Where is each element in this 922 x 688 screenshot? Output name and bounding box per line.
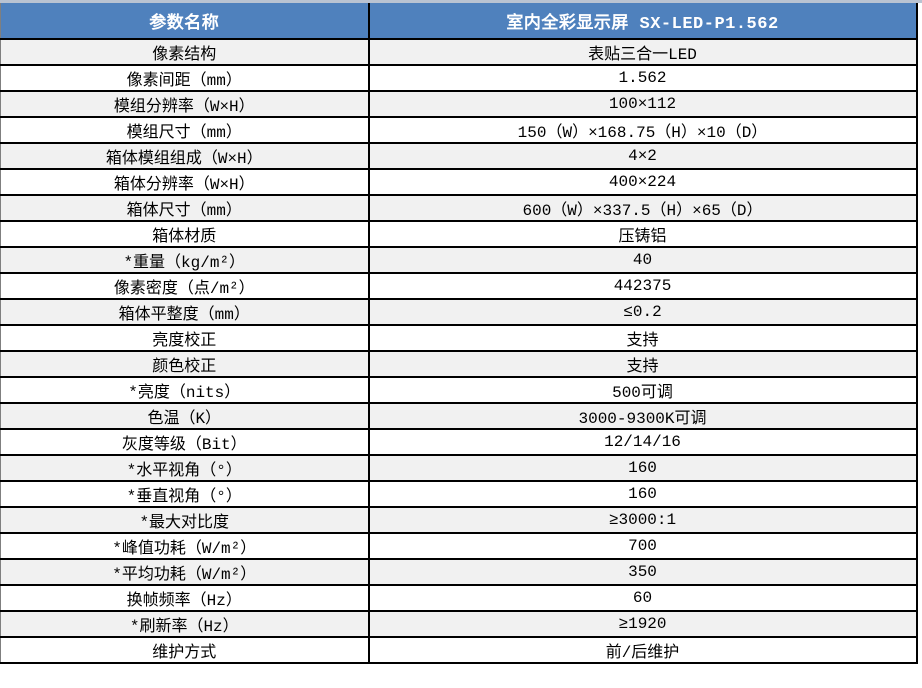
param-value-cell: 150（W）×168.75（H）×10（D） bbox=[367, 116, 918, 144]
table-row: 灰度等级（Bit） 12/14/16 bbox=[0, 428, 918, 456]
param-value-cell: 442375 bbox=[367, 272, 918, 300]
table-row: 像素密度（点/m²） 442375 bbox=[0, 272, 918, 300]
param-value-cell: 12/14/16 bbox=[367, 428, 918, 456]
table-row: *垂直视角（°） 160 bbox=[0, 480, 918, 508]
param-value-cell: 4×2 bbox=[367, 142, 918, 170]
table-row: 箱体尺寸（mm） 600（W）×337.5（H）×65（D） bbox=[0, 194, 918, 222]
table-row: 箱体分辨率（W×H） 400×224 bbox=[0, 168, 918, 196]
param-value-cell: 500可调 bbox=[367, 376, 918, 404]
table-row: *重量（kg/m²） 40 bbox=[0, 246, 918, 274]
param-value-cell: 压铸铝 bbox=[367, 220, 918, 248]
table-row: *平均功耗（W/m²） 350 bbox=[0, 558, 918, 586]
led-spec-table: 参数名称 室内全彩显示屏 SX-LED-P1.562 像素结构 表贴三合一LED 像… bbox=[0, 3, 918, 664]
table-row: 维护方式 前/后维护 bbox=[0, 636, 918, 664]
param-name-cell: 箱体分辨率（W×H） bbox=[0, 168, 370, 196]
param-name-cell: 箱体模组组成（W×H） bbox=[0, 142, 370, 170]
param-name-cell: 像素结构 bbox=[0, 38, 370, 66]
param-value-cell: 40 bbox=[367, 246, 918, 274]
table-row: *峰值功耗（W/m²） 700 bbox=[0, 532, 918, 560]
table-row: 色温（K） 3000-9300K可调 bbox=[0, 402, 918, 430]
table-row: 换帧频率（Hz） 60 bbox=[0, 584, 918, 612]
param-value-cell: 60 bbox=[367, 584, 918, 612]
table-row: 像素间距（mm） 1.562 bbox=[0, 64, 918, 92]
table-row: 亮度校正 支持 bbox=[0, 324, 918, 352]
param-name-cell: 像素密度（点/m²） bbox=[0, 272, 370, 300]
table-top-border bbox=[0, 0, 922, 3]
param-name-cell: 色温（K） bbox=[0, 402, 370, 430]
param-value-cell: 160 bbox=[367, 480, 918, 508]
param-name-header: 参数名称 bbox=[0, 3, 370, 40]
product-model-header: 室内全彩显示屏 SX-LED-P1.562 bbox=[367, 3, 918, 40]
param-value-cell: 3000-9300K可调 bbox=[367, 402, 918, 430]
param-name-cell: 箱体材质 bbox=[0, 220, 370, 248]
param-value-cell: 100×112 bbox=[367, 90, 918, 118]
table-row: 箱体模组组成（W×H） 4×2 bbox=[0, 142, 918, 170]
table-row: *亮度（nits） 500可调 bbox=[0, 376, 918, 404]
param-value-cell: ≤0.2 bbox=[367, 298, 918, 326]
param-value-cell: ≥3000:1 bbox=[367, 506, 918, 534]
table-row: 像素结构 表贴三合一LED bbox=[0, 38, 918, 66]
param-name-cell: *平均功耗（W/m²） bbox=[0, 558, 370, 586]
param-name-cell: 换帧频率（Hz） bbox=[0, 584, 370, 612]
param-name-cell: *刷新率（Hz） bbox=[0, 610, 370, 638]
param-value-cell: 350 bbox=[367, 558, 918, 586]
param-name-cell: *最大对比度 bbox=[0, 506, 370, 534]
param-name-cell: 维护方式 bbox=[0, 636, 370, 664]
param-name-cell: 灰度等级（Bit） bbox=[0, 428, 370, 456]
table-row: 箱体平整度（mm） ≤0.2 bbox=[0, 298, 918, 326]
param-value-cell: 600（W）×337.5（H）×65（D） bbox=[367, 194, 918, 222]
header-row: 参数名称 室内全彩显示屏 SX-LED-P1.562 bbox=[0, 3, 918, 40]
table-row: 箱体材质 压铸铝 bbox=[0, 220, 918, 248]
param-value-cell: 支持 bbox=[367, 350, 918, 378]
param-name-cell: *水平视角（°） bbox=[0, 454, 370, 482]
param-name-cell: 像素间距（mm） bbox=[0, 64, 370, 92]
param-name-cell: *峰值功耗（W/m²） bbox=[0, 532, 370, 560]
table-row: *水平视角（°） 160 bbox=[0, 454, 918, 482]
table-row: 颜色校正 支持 bbox=[0, 350, 918, 378]
table-row: 模组尺寸（mm） 150（W）×168.75（H）×10（D） bbox=[0, 116, 918, 144]
param-name-cell: *亮度（nits） bbox=[0, 376, 370, 404]
param-value-cell: 支持 bbox=[367, 324, 918, 352]
spec-rows-body: 像素结构 表贴三合一LED 像素间距（mm） 1.562 模组分辨率（W×H） 100×1… bbox=[0, 38, 918, 664]
param-name-cell: 颜色校正 bbox=[0, 350, 370, 378]
param-name-cell: 亮度校正 bbox=[0, 324, 370, 352]
param-value-cell: 表贴三合一LED bbox=[367, 38, 918, 66]
param-value-cell: 400×224 bbox=[367, 168, 918, 196]
param-value-cell: 1.562 bbox=[367, 64, 918, 92]
param-name-cell: 箱体尺寸（mm） bbox=[0, 194, 370, 222]
param-name-cell: 模组尺寸（mm） bbox=[0, 116, 370, 144]
table-row: 模组分辨率（W×H） 100×112 bbox=[0, 90, 918, 118]
param-value-cell: ≥1920 bbox=[367, 610, 918, 638]
param-name-cell: 箱体平整度（mm） bbox=[0, 298, 370, 326]
param-value-cell: 700 bbox=[367, 532, 918, 560]
table-row: *刷新率（Hz） ≥1920 bbox=[0, 610, 918, 638]
param-name-cell: 模组分辨率（W×H） bbox=[0, 90, 370, 118]
param-value-cell: 160 bbox=[367, 454, 918, 482]
table-row: *最大对比度 ≥3000:1 bbox=[0, 506, 918, 534]
param-value-cell: 前/后维护 bbox=[367, 636, 918, 664]
param-name-cell: *重量（kg/m²） bbox=[0, 246, 370, 274]
param-name-cell: *垂直视角（°） bbox=[0, 480, 370, 508]
